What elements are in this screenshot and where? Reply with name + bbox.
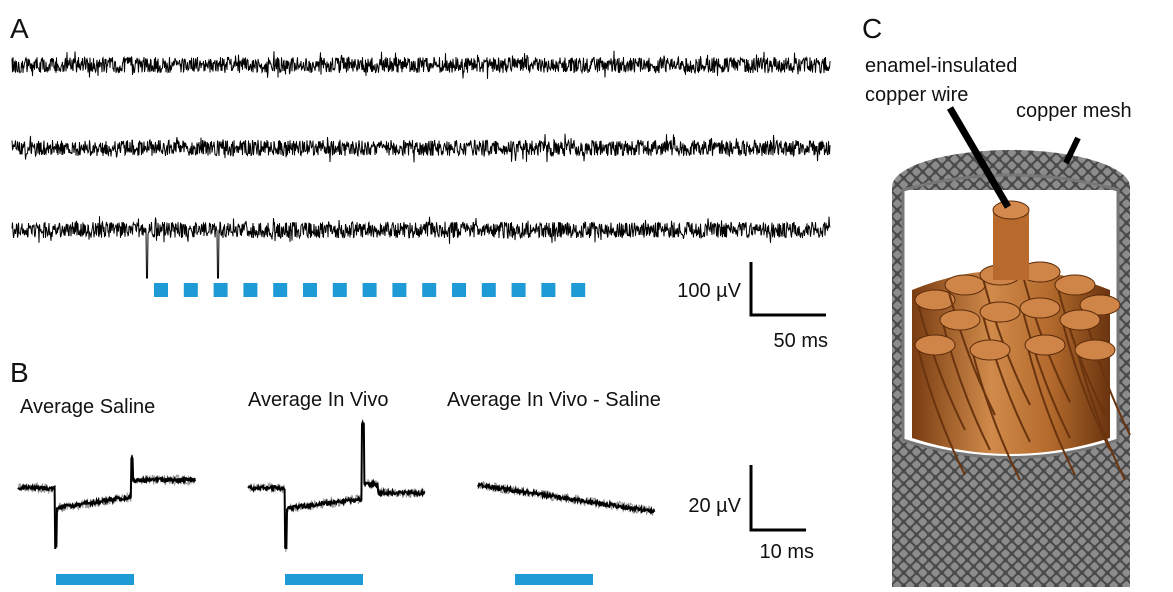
stimulus-bars xyxy=(56,574,593,585)
strand-end xyxy=(939,309,981,331)
avg-trace xyxy=(17,454,196,550)
scale-y: 20 µV xyxy=(688,495,741,517)
panel-label: C xyxy=(862,13,882,44)
strand xyxy=(1061,319,1111,451)
strand xyxy=(1076,349,1126,481)
stim-pulse xyxy=(303,283,317,297)
stim-bar xyxy=(515,574,593,585)
stim-pulse xyxy=(332,283,347,297)
strand xyxy=(981,311,1031,443)
strand-end xyxy=(914,334,956,356)
strand-end xyxy=(1079,294,1121,316)
stim-pulse xyxy=(422,283,437,297)
scale-x: 50 ms xyxy=(774,330,828,352)
stim-pulse xyxy=(273,283,288,297)
cable-illustration xyxy=(892,106,1131,587)
panel-label: B xyxy=(10,357,29,388)
traces xyxy=(11,50,831,553)
strand-end xyxy=(1024,334,1066,356)
stim-pulse xyxy=(362,283,377,297)
stim-pulse xyxy=(154,283,168,297)
strand xyxy=(941,319,991,451)
stim-pulse xyxy=(243,283,258,297)
strand-end xyxy=(979,301,1021,323)
trace-title: Average In Vivo xyxy=(248,389,388,411)
avg-trace xyxy=(477,481,656,516)
callout: copper mesh xyxy=(1016,100,1132,122)
stim-pulse xyxy=(183,283,198,297)
stim-bar xyxy=(285,574,363,585)
cutaway-edge xyxy=(901,173,1120,459)
callout-line xyxy=(946,106,1012,209)
strand xyxy=(916,299,966,431)
stim-pulse xyxy=(511,283,526,297)
avg-trace xyxy=(247,419,426,550)
scale-bar xyxy=(749,262,826,317)
strand xyxy=(971,349,1021,481)
callout: copper wire xyxy=(865,84,968,106)
strand xyxy=(1021,307,1071,439)
strands xyxy=(914,261,1131,481)
trace xyxy=(11,133,831,163)
center-wire-top xyxy=(992,200,1030,220)
strand xyxy=(916,344,966,476)
scale-y: 100 µV xyxy=(677,280,741,302)
stim-pulse xyxy=(481,283,496,297)
trace-title: Average Saline xyxy=(20,396,155,418)
strand xyxy=(1026,344,1076,476)
stimulus-pulses xyxy=(154,283,586,297)
stim-pulse xyxy=(452,283,466,297)
trace xyxy=(11,50,831,79)
strand-end xyxy=(944,274,986,296)
stim-pulse xyxy=(392,283,407,297)
callout-line xyxy=(1063,136,1081,165)
stim-pulse xyxy=(541,283,556,297)
stim-pulse xyxy=(571,283,586,297)
stim-bar xyxy=(56,574,134,585)
strand xyxy=(946,284,996,416)
strand-end xyxy=(914,289,956,311)
scale-bar-lines xyxy=(749,262,826,317)
callout: enamel-insulated xyxy=(865,55,1017,77)
strand-end xyxy=(1059,309,1101,331)
strand-end xyxy=(1019,297,1061,319)
panel-label: A xyxy=(10,13,29,44)
stim-pulse xyxy=(213,283,228,297)
scale-bar-lines xyxy=(749,465,806,532)
scale-x: 10 ms xyxy=(760,541,814,563)
trace-title: Average In Vivo - Saline xyxy=(447,389,661,411)
center-wire xyxy=(993,210,1029,280)
strand-end xyxy=(1054,274,1096,296)
strand-end xyxy=(969,339,1011,361)
trace xyxy=(11,216,831,279)
strand-end xyxy=(1074,339,1116,361)
